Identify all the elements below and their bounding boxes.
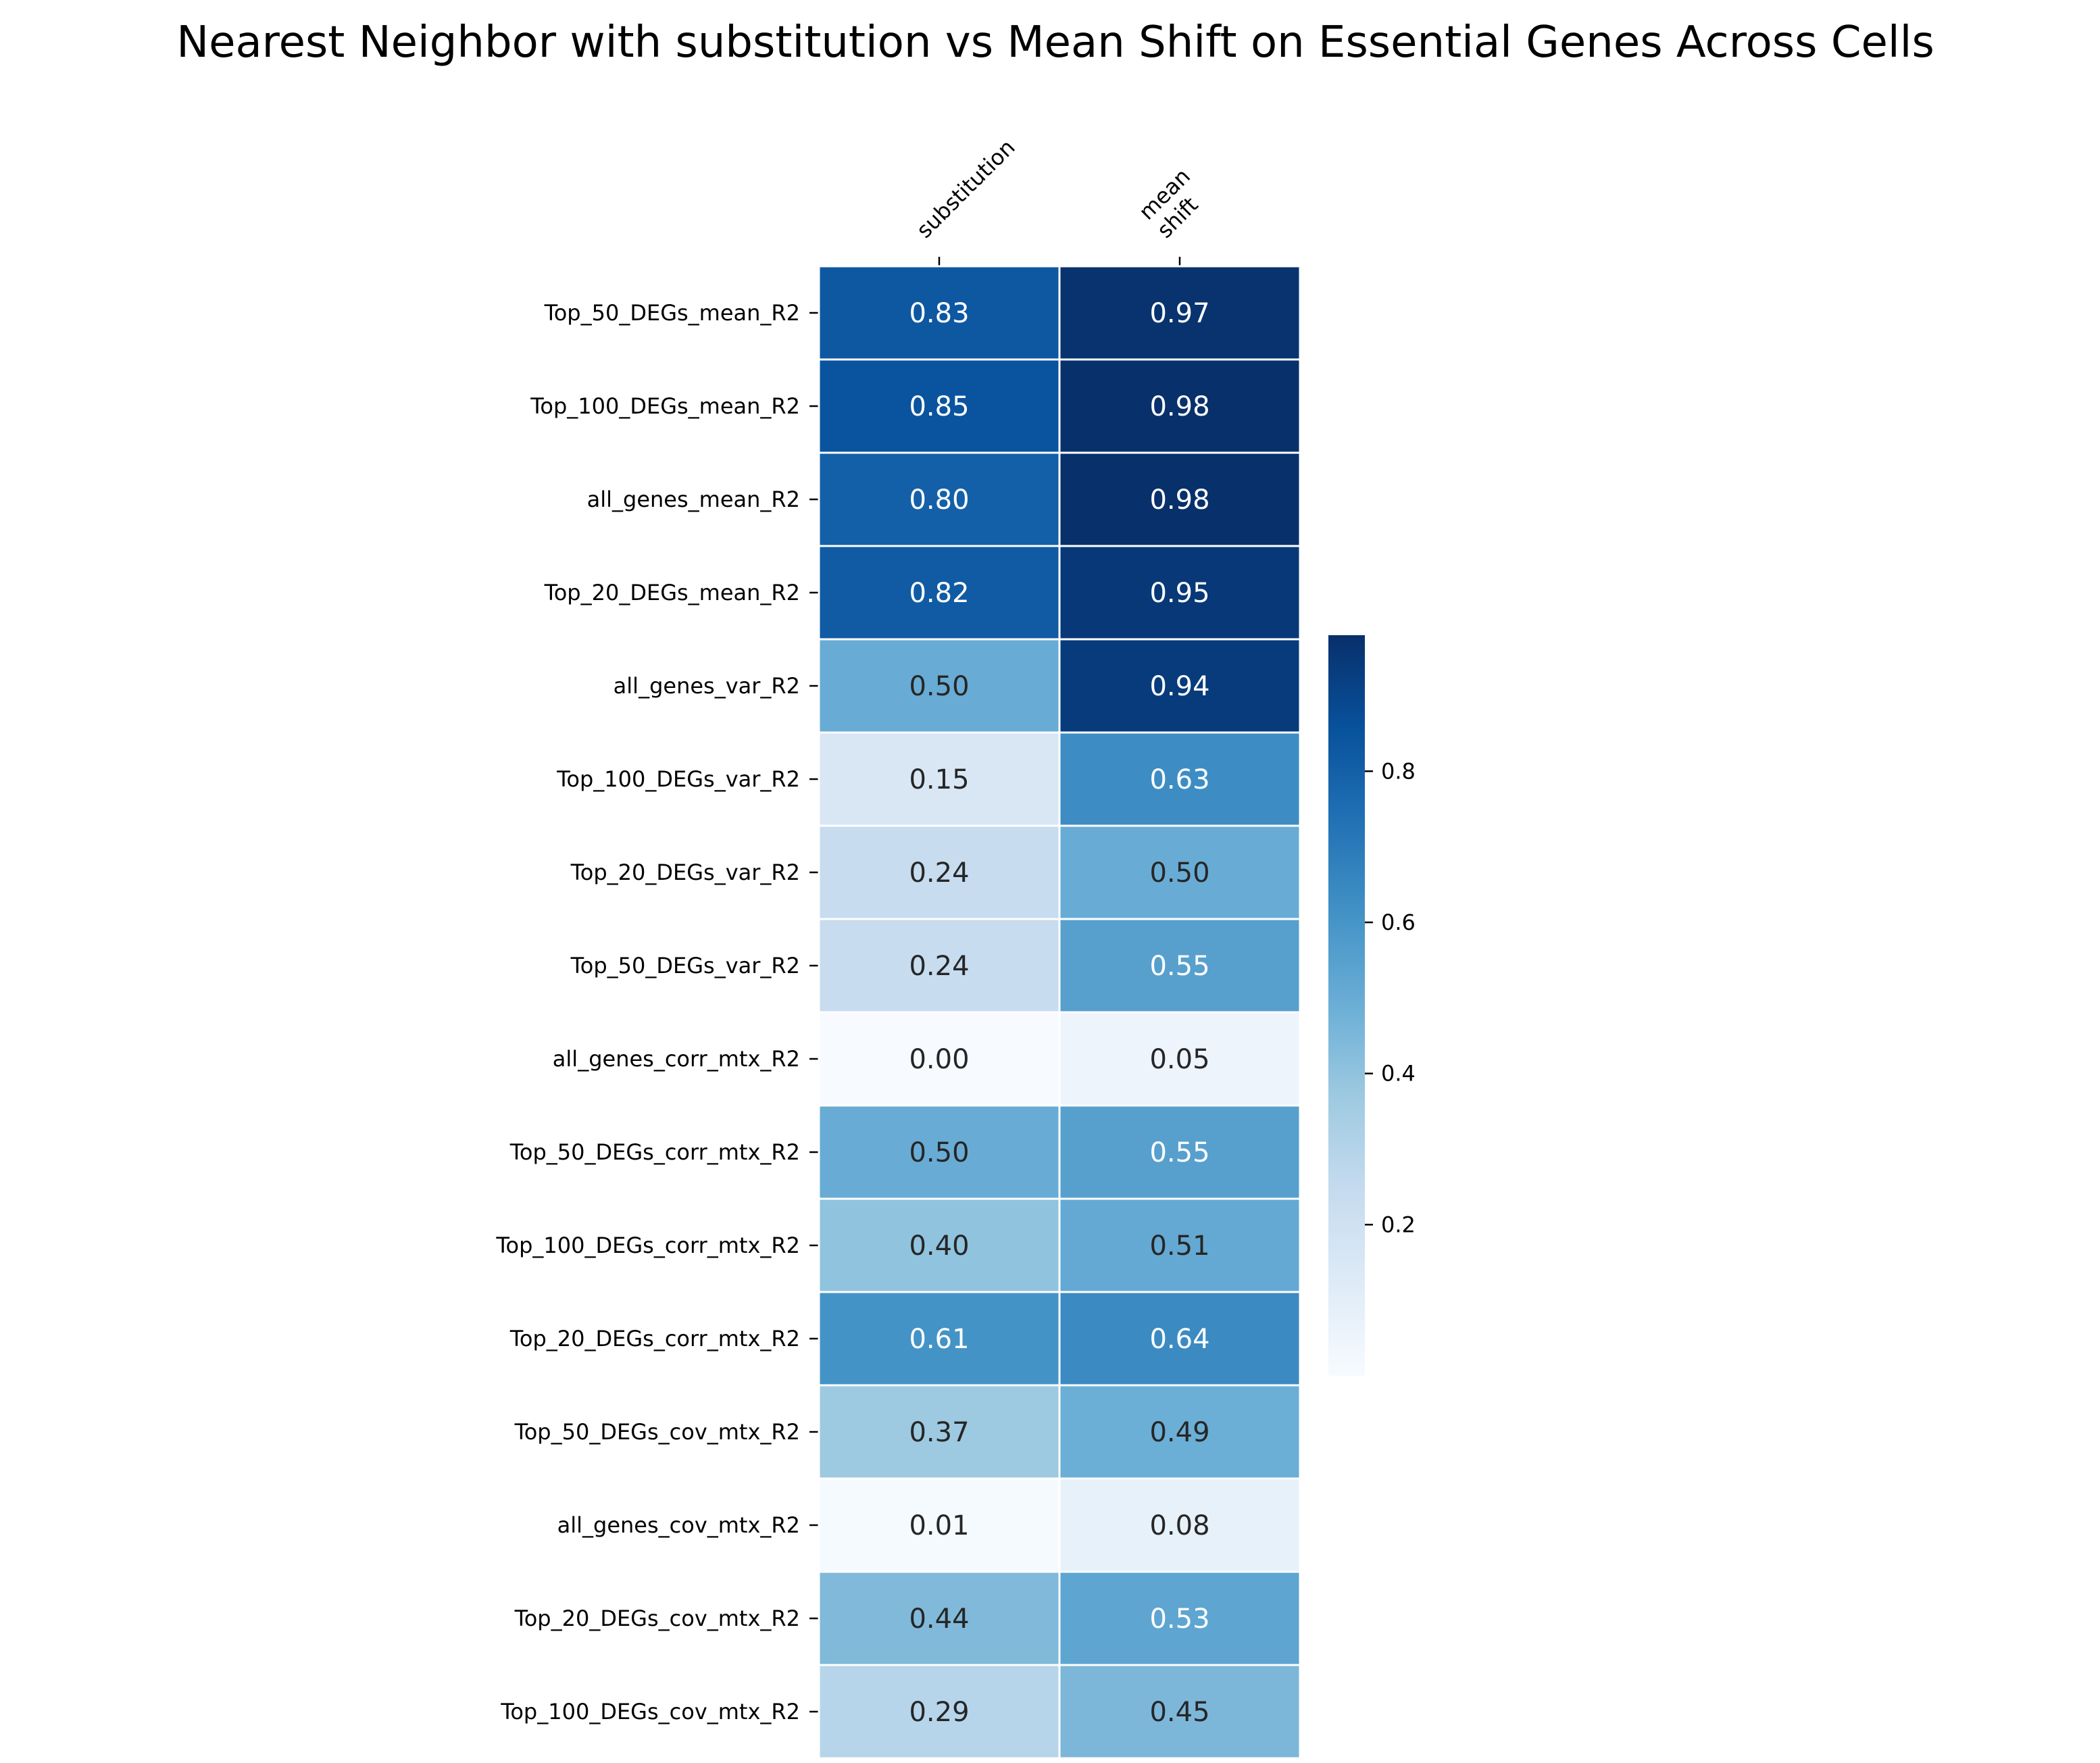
cell-value-label: 0.50 <box>1149 858 1209 889</box>
cell-value-label: 0.50 <box>909 1137 969 1168</box>
heatmap-cell <box>818 1477 1061 1573</box>
heatmap-cell <box>818 1011 1061 1107</box>
colorbar: 0.2 0.4 0.6 0.8 <box>1328 635 1416 1376</box>
cell-value-label: 0.95 <box>1149 578 1209 609</box>
y-tick-label: all_genes_mean_R2 <box>587 487 800 512</box>
y-tick-label: Top_100_DEGs_var_R2 <box>556 766 800 792</box>
cell-value-label: 0.24 <box>909 951 969 982</box>
cell-value-label: 0.50 <box>909 671 969 702</box>
y-tick-label: all_genes_corr_mtx_R2 <box>553 1046 800 1072</box>
heatmap-cell <box>818 358 1061 454</box>
colorbar-tick-label: 0.6 <box>1381 910 1416 935</box>
cell-value-label: 0.44 <box>909 1604 969 1635</box>
cell-value-label: 0.49 <box>1149 1417 1209 1448</box>
cell-value-label: 0.40 <box>909 1231 969 1262</box>
heatmap-cell <box>1058 918 1301 1014</box>
row-labels: Top_50_DEGs_mean_R2 Top_100_DEGs_mean_R2a… <box>495 300 819 1724</box>
heatmap-cell <box>1058 358 1301 454</box>
cell-value-label: 0.01 <box>909 1510 969 1541</box>
cell-value-label: 0.83 <box>909 298 969 329</box>
cell-value-label: 0.51 <box>1149 1231 1209 1262</box>
heatmap-cell <box>1058 824 1301 920</box>
colorbar-tick-label: 0.8 <box>1381 758 1416 784</box>
y-tick-label: Top_50_DEGs_cov_mtx_R2 <box>514 1419 800 1445</box>
colorbar-gradient <box>1328 635 1365 1376</box>
cell-value-label: 0.98 <box>1149 391 1209 422</box>
x-tick-label: meanshift <box>1134 164 1214 243</box>
y-tick-label: all_genes_cov_mtx_R2 <box>557 1512 800 1538</box>
cell-value-label: 0.00 <box>909 1044 969 1075</box>
heatmap-cell <box>818 1664 1061 1760</box>
cell-value-label: 0.05 <box>1149 1044 1209 1075</box>
heatmap-cell <box>1058 1664 1301 1760</box>
heatmap-cells <box>818 265 1301 1760</box>
colorbar-tick-label: 0.4 <box>1381 1061 1416 1087</box>
colorbar-tick-label: 0.2 <box>1381 1212 1416 1237</box>
cell-value-label: 0.08 <box>1149 1510 1209 1541</box>
column-labels: substitution meanshift <box>911 134 1214 266</box>
y-tick-label: Top_20_DEGs_corr_mtx_R2 <box>509 1326 800 1351</box>
heatmap-cell <box>818 1384 1061 1480</box>
cell-value-label: 0.53 <box>1149 1604 1209 1635</box>
heatmap-cell <box>818 1291 1061 1387</box>
heatmap-cell <box>1058 731 1301 827</box>
y-tick-label: Top_20_DEGs_mean_R2 <box>544 580 800 605</box>
heatmap-cell <box>1058 545 1301 641</box>
heatmap-cell <box>1058 638 1301 734</box>
heatmap-cell <box>818 265 1061 361</box>
heatmap-cell <box>1058 1384 1301 1480</box>
cell-value-label: 0.15 <box>909 764 969 795</box>
y-tick-label: Top_20_DEGs_cov_mtx_R2 <box>514 1606 800 1631</box>
cell-value-label: 0.63 <box>1149 764 1209 795</box>
cell-value-label: 0.80 <box>909 485 969 516</box>
chart-title: Nearest Neighbor with substitution vs Me… <box>176 18 1934 68</box>
heatmap-cell <box>1058 451 1301 547</box>
cell-value-label: 0.45 <box>1149 1697 1209 1728</box>
y-tick-label: all_genes_var_R2 <box>614 673 800 699</box>
x-tick-label: substitution <box>911 134 1020 243</box>
cell-value-label: 0.64 <box>1149 1324 1209 1355</box>
heatmap-cell <box>1058 265 1301 361</box>
cell-value-label: 0.97 <box>1149 298 1209 329</box>
heatmap-cell <box>1058 1477 1301 1573</box>
cell-value-label: 0.98 <box>1149 485 1209 516</box>
y-tick-label: Top_20_DEGs_var_R2 <box>570 860 800 885</box>
y-tick-label: Top_100_DEGs_cov_mtx_R2 <box>500 1699 800 1724</box>
heatmap-cell <box>818 1104 1061 1200</box>
heatmap-cell <box>1058 1011 1301 1107</box>
cell-value-label: 0.94 <box>1149 671 1209 702</box>
cell-value-label: 0.82 <box>909 578 969 609</box>
heatmap-cell-labels: 0.83 0.97 0.85 0.98 0.80 0.98 0.82 0.95 0.50 0.94… <box>909 298 1209 1728</box>
heatmap-cell <box>818 918 1061 1014</box>
cell-value-label: 0.55 <box>1149 1137 1209 1168</box>
cell-value-label: 0.85 <box>909 391 969 422</box>
cell-value-label: 0.29 <box>909 1697 969 1728</box>
heatmap-cell <box>818 1197 1061 1293</box>
y-tick-label: Top_100_DEGs_corr_mtx_R2 <box>495 1233 800 1258</box>
y-tick-label: Top_50_DEGs_var_R2 <box>570 953 800 978</box>
y-tick-label: Top_100_DEGs_mean_R2 <box>530 393 800 419</box>
y-tick-label: Top_50_DEGs_mean_R2 <box>544 300 800 326</box>
cell-value-label: 0.61 <box>909 1324 969 1355</box>
heatmap-cell <box>818 824 1061 920</box>
cell-value-label: 0.37 <box>909 1417 969 1448</box>
heatmap-cell <box>1058 1291 1301 1387</box>
cell-value-label: 0.24 <box>909 858 969 889</box>
heatmap-cell <box>1058 1197 1301 1293</box>
cell-value-label: 0.55 <box>1149 951 1209 982</box>
y-tick-label: Top_50_DEGs_corr_mtx_R2 <box>509 1139 800 1165</box>
